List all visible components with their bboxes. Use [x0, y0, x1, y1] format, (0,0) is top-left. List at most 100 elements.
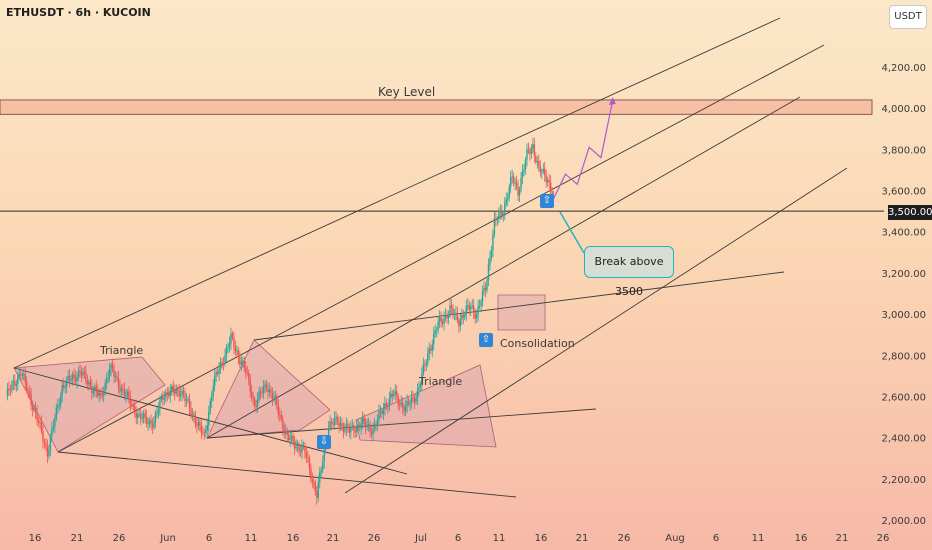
candle-body [545, 175, 547, 183]
candle-body [21, 374, 23, 376]
x-tick-label: 11 [245, 533, 258, 544]
candle-body [58, 404, 60, 406]
candle-body [505, 199, 507, 204]
candle-body [162, 397, 164, 400]
candle-body [363, 418, 365, 422]
candle-body [194, 416, 197, 425]
candle-body [456, 312, 459, 321]
candle-body [237, 350, 240, 358]
projection-path [553, 99, 614, 200]
candle-body [135, 413, 137, 419]
candle-body [546, 180, 549, 183]
x-tick-label: Jul [414, 533, 427, 544]
x-tick-label: 21 [327, 533, 340, 544]
candle-body [385, 403, 388, 407]
candle-body [230, 333, 232, 344]
candle-body [64, 386, 66, 388]
candle-body [200, 425, 203, 433]
symbol-title: ETHUSDT · 6h · KUCOIN [6, 6, 151, 19]
candle-body [453, 313, 456, 315]
candle-body [330, 421, 333, 424]
candle-body [123, 389, 126, 396]
candle-body [256, 398, 259, 407]
candle-body [171, 386, 173, 391]
candle-body [234, 347, 237, 351]
candle-body [119, 386, 121, 392]
candle-body [224, 355, 226, 364]
candle-body [287, 434, 290, 441]
triangle-pattern-1 [13, 356, 166, 453]
candle-body [37, 420, 40, 423]
candle-body [245, 367, 247, 373]
candle-body [532, 144, 534, 149]
candle-body [45, 443, 47, 447]
candle-body [206, 425, 208, 430]
candle-body [168, 394, 170, 397]
candle-body [450, 305, 453, 308]
candle-body [458, 320, 460, 327]
x-tick-label: 26 [877, 533, 890, 544]
candle-body [490, 250, 493, 258]
candle-body [422, 364, 425, 374]
candle-body [521, 171, 524, 178]
candle-body [384, 403, 386, 410]
candle-body [33, 408, 35, 410]
candle-body [9, 389, 12, 391]
candle-body [48, 449, 50, 457]
trendline [559, 211, 585, 254]
candle-body [157, 409, 160, 414]
candle-body [483, 287, 485, 292]
candle-body [438, 317, 441, 322]
candle-body [292, 435, 294, 442]
candle-body [539, 166, 541, 173]
candle-body [165, 392, 167, 398]
triangle-pattern-2 [355, 364, 497, 448]
candle-body [114, 376, 117, 378]
candle-body [265, 384, 268, 389]
candle-body [110, 364, 112, 369]
candle-body [314, 482, 317, 492]
candle-body [396, 391, 398, 396]
candle-body [378, 411, 380, 420]
candle-body [271, 392, 274, 400]
candle-body [34, 408, 37, 413]
candle-body [467, 305, 469, 307]
candle-body [520, 177, 522, 190]
trendline [253, 271, 785, 341]
candle-body [409, 403, 411, 405]
candle-body [178, 390, 180, 397]
candle-body [259, 391, 262, 393]
x-tick-label: 11 [493, 533, 506, 544]
currency-button[interactable]: USDT [889, 5, 927, 29]
candle-body [304, 446, 306, 453]
candle-body [333, 418, 336, 425]
triangle-label-1: Triangle [100, 344, 144, 357]
candle-body [533, 144, 536, 156]
candle-body [144, 413, 146, 417]
candle-body [492, 233, 494, 251]
candle-body [305, 452, 308, 458]
up-arrow-icon: ⇧ [479, 333, 493, 347]
candle-body [509, 177, 512, 188]
up-arrow-icon: ⇧ [540, 194, 554, 208]
candle-body [475, 314, 478, 319]
candle-body [496, 219, 499, 221]
candle-body [231, 333, 234, 338]
candle-body [369, 424, 371, 432]
candle-body [128, 391, 130, 397]
candle-body [216, 372, 219, 375]
candle-body [129, 396, 132, 406]
candle-body [470, 306, 472, 310]
projection-arrowhead [608, 96, 616, 105]
candle-body [141, 418, 143, 420]
candle-body [504, 203, 506, 214]
candle-body [359, 424, 361, 429]
candle-body [43, 441, 46, 444]
candle-body [105, 378, 108, 383]
candle-body [353, 425, 355, 432]
y-tick-label: 4,200.00 [881, 63, 926, 74]
candle-body [67, 376, 69, 379]
candle-body [397, 395, 399, 405]
candle-body [111, 364, 114, 370]
